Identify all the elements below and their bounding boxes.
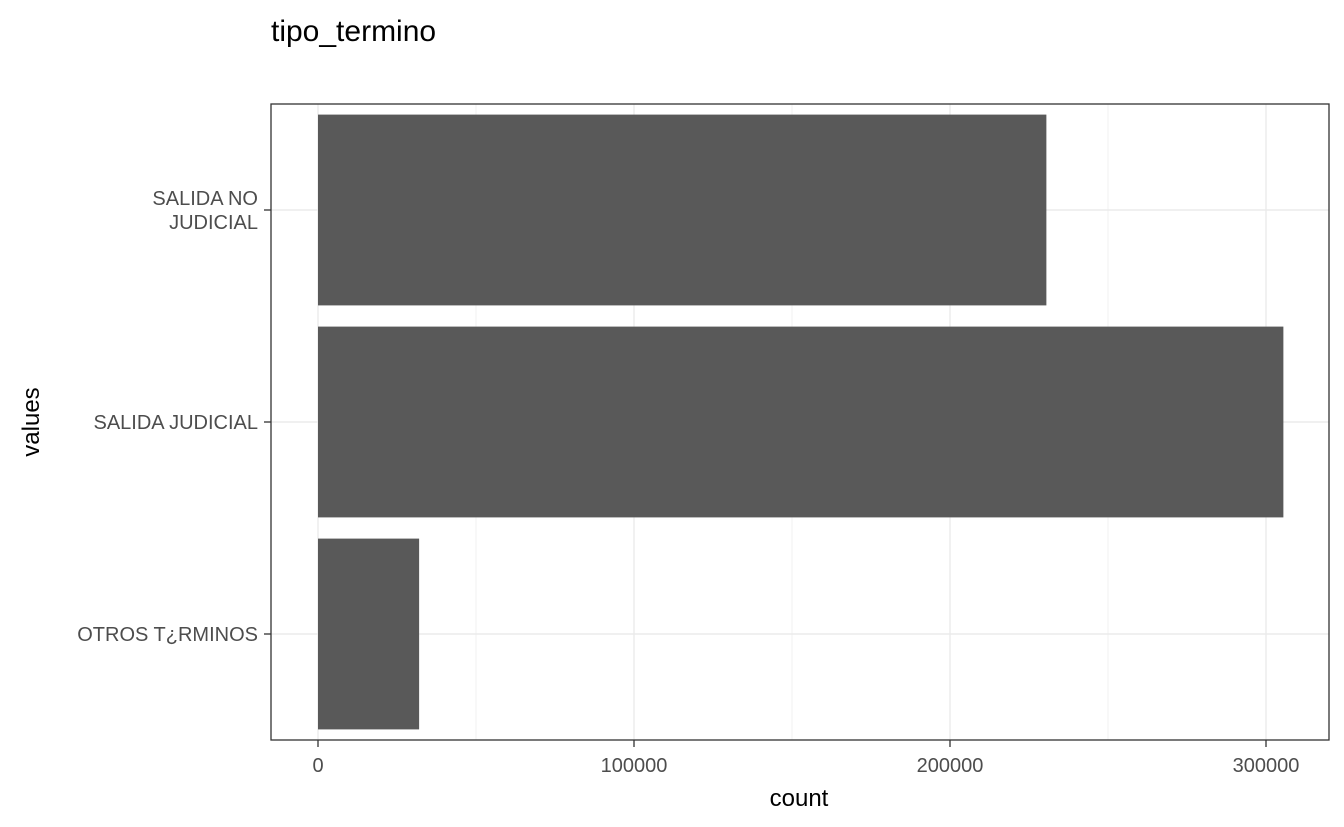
y-axis-title: values [18, 387, 45, 456]
y-tick-label: SALIDA NO JUDICIAL [152, 188, 258, 234]
chart-title: tipo_termino [271, 15, 436, 48]
y-tick-label: OTROS T¿RMINOS [77, 624, 258, 646]
x-tick-label: 0 [312, 755, 323, 777]
bar-salida-judicial [318, 326, 1284, 518]
y-axis: SALIDA NO JUDICIAL SALIDA JUDICIAL OTROS T¿… [77, 188, 271, 646]
x-tick-label: 100000 [601, 755, 668, 777]
x-axis-title: count [770, 785, 829, 812]
x-tick-label: 300000 [1233, 755, 1300, 777]
x-tick-label: 200000 [917, 755, 984, 777]
x-axis: 0 100000 200000 300000 [312, 740, 1299, 777]
y-tick-label: SALIDA JUDICIAL [93, 412, 258, 434]
bar-salida-no-judicial [318, 114, 1047, 306]
bar-otros-t-rminos [318, 538, 420, 730]
bars [318, 114, 1284, 730]
